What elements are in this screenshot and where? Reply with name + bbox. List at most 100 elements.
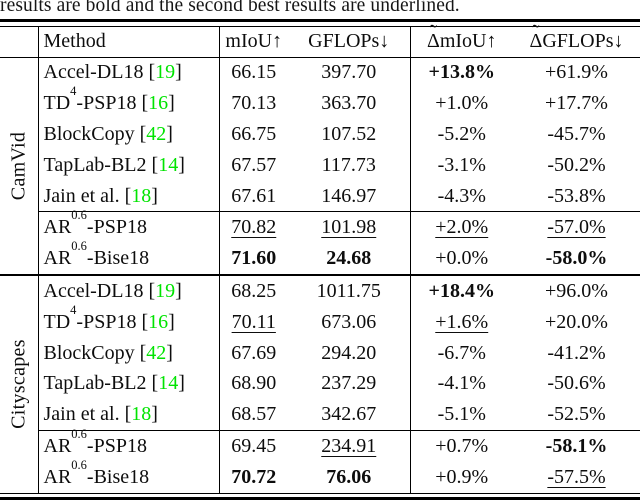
cell-method: BlockCopy [42] — [38, 337, 220, 369]
table-row: TapLab-BL2 [14] 67.57 117.73 -3.1% -50.2% — [0, 149, 640, 181]
cell-method: AR0.6-PSP18 — [38, 209, 220, 244]
citation-link[interactable]: [18] — [125, 403, 158, 425]
cell-delta-miou: -6.7% — [410, 338, 513, 369]
cell-delta-gflops-value: -50.2% — [547, 153, 606, 176]
cell-delta-miou: -5.2% — [410, 119, 513, 150]
citation-bracket-close: ] — [151, 184, 158, 207]
citation-bracket-close: ] — [166, 341, 173, 364]
cell-delta-gflops: -53.8% — [513, 181, 640, 212]
cell-method: TD4-PSP18 [16] — [38, 303, 220, 338]
cell-delta-miou-value: +0.7% — [435, 434, 489, 457]
method-superscript: 0.6 — [71, 239, 87, 254]
cell-miou: 69.45 — [219, 430, 288, 462]
cell-miou-value: 67.61 — [231, 184, 277, 207]
citation-bracket-close: ] — [168, 92, 175, 115]
citation-bracket-open: [ — [151, 153, 159, 176]
citation-bracket-open: [ — [124, 403, 132, 426]
cell-delta-gflops: -41.2% — [513, 338, 640, 369]
citation-number: 19 — [155, 279, 176, 302]
header-corner-cell — [0, 26, 39, 58]
citation-bracket-open: [ — [148, 61, 156, 84]
citation-number: 16 — [148, 92, 169, 115]
citation-link[interactable]: [16] — [141, 311, 174, 333]
citation-bracket-close: ] — [175, 61, 182, 84]
cell-delta-gflops-value: -52.5% — [547, 403, 606, 426]
method-name: Accel-DL18 — [43, 279, 144, 302]
table-row: Jain et al. [18] 68.57 342.67 -5.1% -52.5% — [0, 399, 640, 431]
citation-bracket-open: [ — [141, 92, 149, 115]
cell-miou: 70.82 — [219, 211, 288, 244]
citation-number: 18 — [131, 403, 152, 426]
cell-delta-miou-value: -6.7% — [437, 341, 486, 364]
method-name-suffix: -PSP18 — [76, 92, 137, 115]
citation-bracket-open: [ — [151, 372, 159, 395]
method-name: Accel-DL18 — [43, 61, 144, 84]
cell-delta-miou: +1.0% — [410, 88, 513, 119]
citation-link[interactable]: [14] — [152, 372, 185, 394]
table-row: AR0.6-Bise18 70.72 76.06 +0.9% -57.5% — [0, 458, 640, 493]
cell-delta-gflops: -52.5% — [513, 399, 640, 430]
cell-method: AR0.6-PSP18 — [38, 428, 220, 462]
cell-delta-miou-value: +13.8% — [428, 61, 495, 84]
citation-link[interactable]: [14] — [152, 154, 185, 176]
cell-delta-gflops-value: -58.1% — [545, 434, 608, 457]
cell-delta-gflops-value: -45.7% — [547, 122, 606, 145]
cell-delta-miou: -4.1% — [410, 368, 513, 399]
method-name: TapLab-BL2 — [43, 372, 147, 395]
cell-miou-value: 66.75 — [231, 122, 277, 145]
cell-gflops-value: 107.52 — [321, 122, 377, 145]
cell-delta-gflops: -57.5% — [513, 462, 640, 493]
cell-delta-miou-value: +1.0% — [435, 92, 489, 115]
method-superscript: 0.6 — [71, 208, 87, 223]
cell-miou: 68.25 — [219, 275, 288, 307]
cell-delta-miou: -5.1% — [410, 399, 513, 430]
method-superscript: 4 — [70, 302, 77, 317]
row-group-label-cell: CamVid — [0, 57, 39, 277]
citation-link[interactable]: [42] — [140, 342, 173, 364]
cell-delta-gflops: -58.1% — [513, 430, 640, 462]
cell-gflops: 76.06 — [288, 461, 411, 493]
cell-gflops-value: 24.68 — [326, 247, 372, 270]
cell-gflops-value: 1011.75 — [316, 279, 381, 302]
table-top-rule — [0, 19, 640, 27]
citation-link[interactable]: [16] — [141, 92, 174, 114]
table-row: TD4-PSP18 [16] 70.11 673.06 +1.6% +20.0% — [0, 303, 640, 338]
method-superscript: 4 — [70, 84, 77, 99]
cell-miou-value: 70.13 — [231, 92, 277, 115]
cell-method: Jain et al. [18] — [38, 180, 220, 212]
header-row: Method mIoU↑ GFLOPs↓ ˜ ΔmIoU↑ ˜ ΔGFLOPs↓ — [0, 19, 640, 58]
citation-link[interactable]: [19] — [148, 61, 181, 83]
cell-delta-miou-value: -5.2% — [437, 122, 486, 145]
cell-miou: 70.13 — [219, 88, 288, 119]
cell-gflops-value: 363.70 — [321, 92, 377, 115]
cell-miou-value: 69.45 — [231, 434, 277, 457]
tilde-delta-glyph: ˜ Δ — [426, 19, 440, 52]
cell-gflops: 24.68 — [288, 243, 411, 277]
cell-delta-miou-value: +0.0% — [435, 247, 489, 270]
citation-bracket-open: [ — [139, 341, 147, 364]
citation-number: 42 — [146, 341, 167, 364]
cell-method: Accel-DL18 [19] — [38, 275, 220, 307]
header-delta-gflops: ˜ ΔGFLOPs↓ — [513, 21, 640, 58]
citation-link[interactable]: [19] — [148, 280, 181, 302]
cell-method: TapLab-BL2 [14] — [38, 368, 220, 400]
section-cityscapes: Cityscapes Accel-DL18 [19] 68.25 1011.75 +18.… — [0, 275, 640, 493]
citation-bracket-close: ] — [166, 122, 173, 145]
cell-gflops-value: 342.67 — [321, 403, 377, 426]
method-name: AR — [43, 216, 72, 239]
citation-link[interactable]: [42] — [140, 123, 173, 145]
citation-bracket-close: ] — [175, 279, 182, 302]
cell-delta-miou-value: +2.0% — [435, 216, 489, 239]
cell-miou-value: 70.11 — [231, 310, 276, 333]
table-row: Jain et al. [18] 67.61 146.97 -4.3% -53.8% — [0, 180, 640, 212]
cell-miou: 67.69 — [219, 338, 288, 369]
cell-method: TD4-PSP18 [16] — [38, 85, 220, 120]
citation-link[interactable]: [18] — [125, 185, 158, 207]
cell-delta-miou-value: +18.4% — [428, 279, 495, 302]
method-name-suffix: -PSP18 — [86, 216, 147, 239]
cell-delta-miou: +1.6% — [410, 307, 513, 338]
cell-miou: 67.57 — [219, 150, 288, 181]
method-name: TD — [43, 310, 71, 333]
cell-miou-value: 70.72 — [231, 465, 277, 488]
cell-miou: 66.15 — [219, 57, 288, 88]
